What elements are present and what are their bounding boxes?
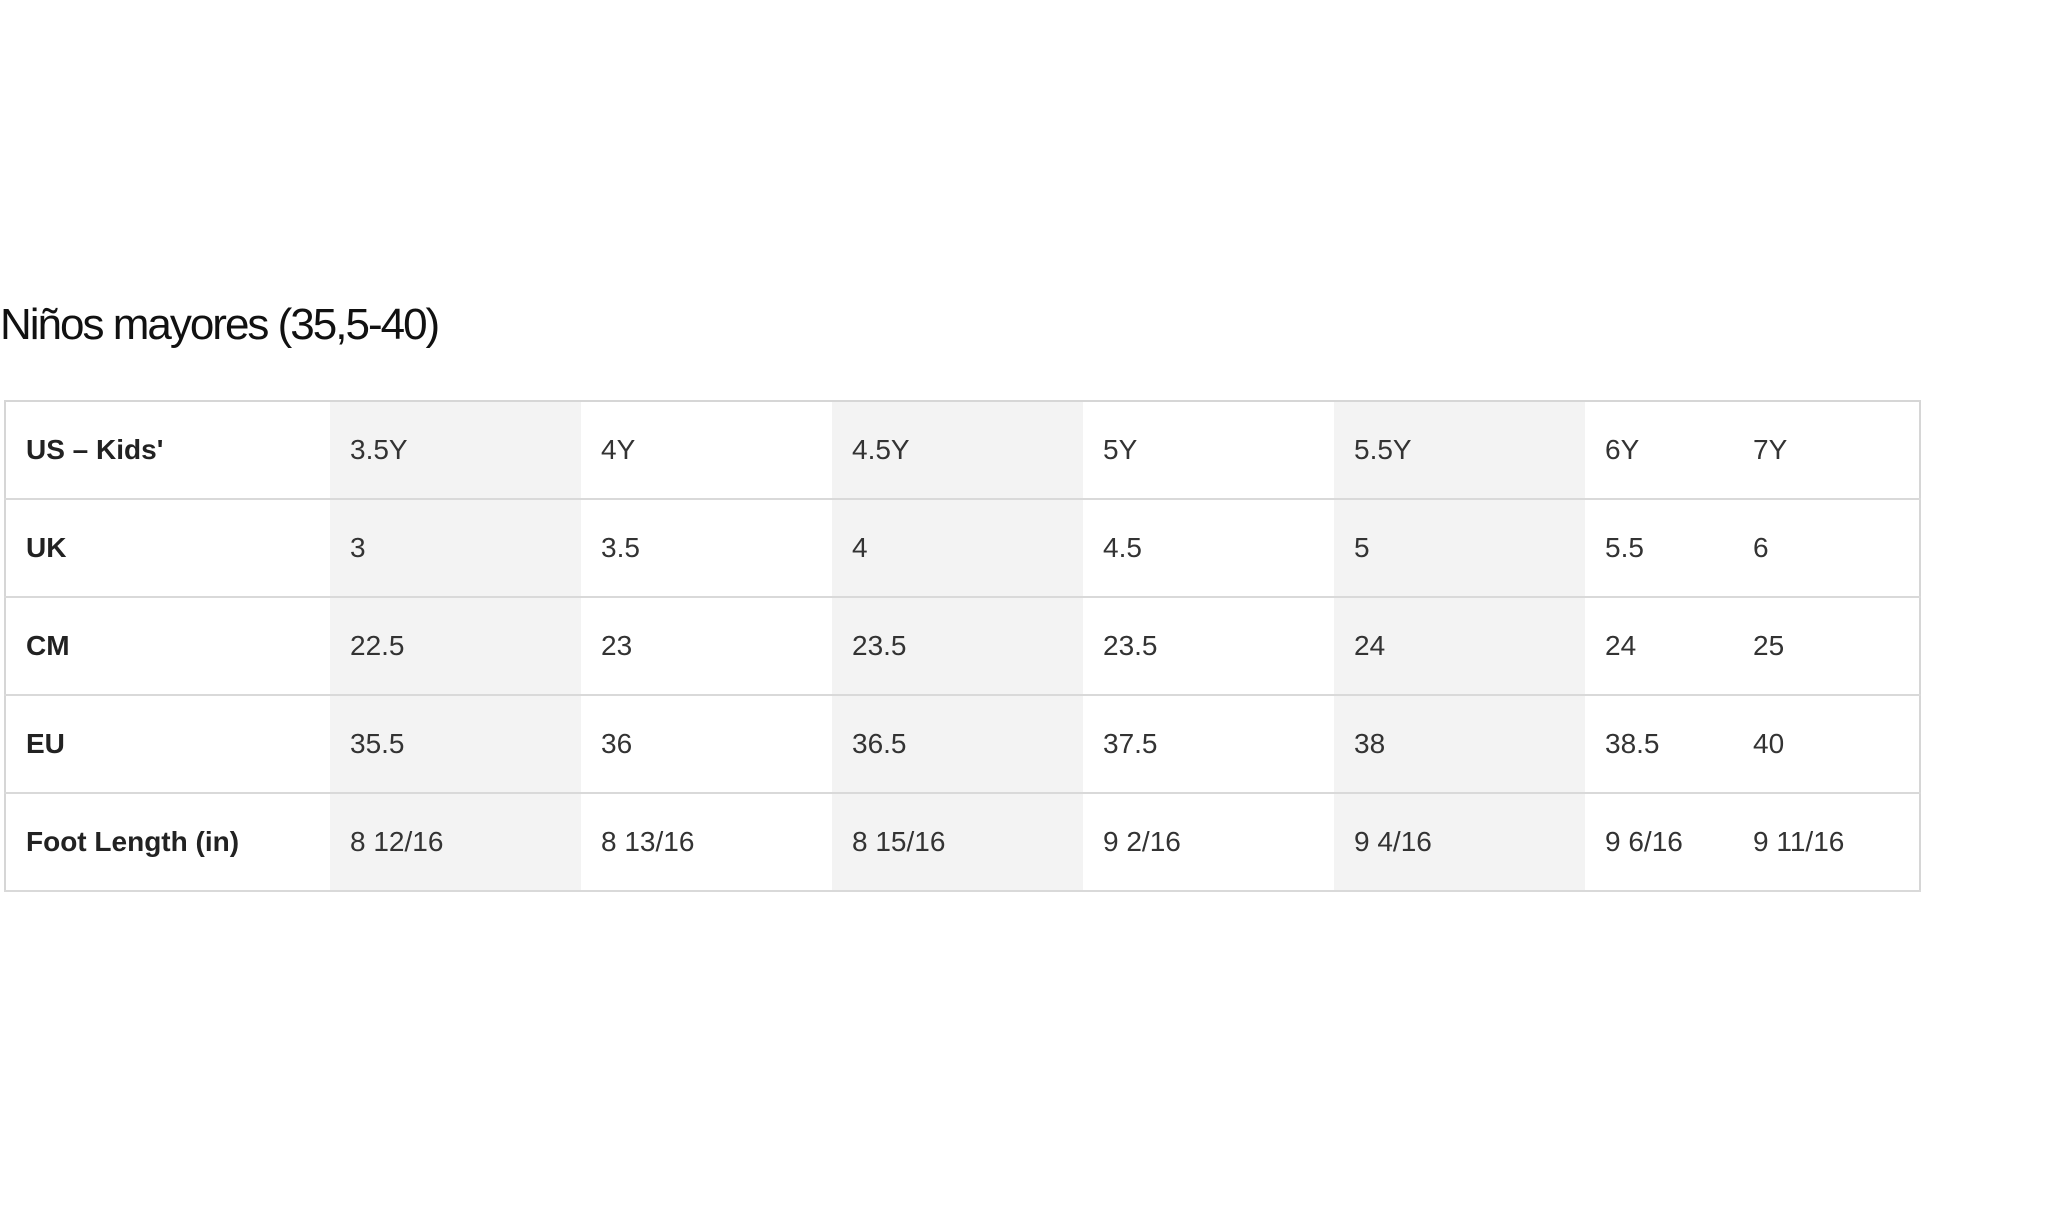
table-cell: 6Y: [1585, 401, 1733, 500]
table-cell: 35.5: [330, 695, 581, 794]
size-chart-table: US – Kids' 3.5Y 4Y 4.5Y 5Y 5.5Y 6Y 7Y UK 3 3.5 4 4.5…: [4, 400, 1921, 892]
table-cell: 37.5: [1083, 695, 1334, 794]
table-cell: 9 2/16: [1083, 793, 1334, 892]
table-cell: 5: [1334, 499, 1585, 598]
table-cell: 3.5Y: [330, 401, 581, 500]
page-title: Niños mayores (35,5-40): [0, 300, 440, 349]
table-cell: 3: [330, 499, 581, 598]
table-cell: 25: [1733, 597, 1920, 696]
table-cell: 5.5: [1585, 499, 1733, 598]
row-label: US – Kids': [5, 401, 330, 500]
table-cell: 3.5: [581, 499, 832, 598]
table-cell: 36.5: [832, 695, 1083, 794]
table-cell: 5.5Y: [1334, 401, 1585, 500]
table-cell: 8 13/16: [581, 793, 832, 892]
table-row: CM 22.5 23 23.5 23.5 24 24 25: [5, 597, 1920, 696]
table-cell: 23.5: [1083, 597, 1334, 696]
table-cell: 6: [1733, 499, 1920, 598]
table-cell: 38.5: [1585, 695, 1733, 794]
table-cell: 4.5Y: [832, 401, 1083, 500]
table-cell: 9 4/16: [1334, 793, 1585, 892]
table-cell: 24: [1585, 597, 1733, 696]
row-label: UK: [5, 499, 330, 598]
row-label: Foot Length (in): [5, 793, 330, 892]
table-row: UK 3 3.5 4 4.5 5 5.5 6: [5, 499, 1920, 598]
table-cell: 9 11/16: [1733, 793, 1920, 892]
table-cell: 5Y: [1083, 401, 1334, 500]
table-cell: 8 12/16: [330, 793, 581, 892]
row-label: EU: [5, 695, 330, 794]
table-row: US – Kids' 3.5Y 4Y 4.5Y 5Y 5.5Y 6Y 7Y: [5, 401, 1920, 500]
row-label: CM: [5, 597, 330, 696]
table-cell: 7Y: [1733, 401, 1920, 500]
table-cell: 24: [1334, 597, 1585, 696]
table-cell: 23: [581, 597, 832, 696]
table-cell: 9 6/16: [1585, 793, 1733, 892]
table-cell: 4: [832, 499, 1083, 598]
table-row: Foot Length (in) 8 12/16 8 13/16 8 15/16 9 2…: [5, 793, 1920, 892]
table-cell: 23.5: [832, 597, 1083, 696]
table-cell: 4Y: [581, 401, 832, 500]
table-cell: 4.5: [1083, 499, 1334, 598]
table-row: EU 35.5 36 36.5 37.5 38 38.5 40: [5, 695, 1920, 794]
table-cell: 22.5: [330, 597, 581, 696]
table-cell: 36: [581, 695, 832, 794]
table-cell: 8 15/16: [832, 793, 1083, 892]
table-cell: 38: [1334, 695, 1585, 794]
table-cell: 40: [1733, 695, 1920, 794]
